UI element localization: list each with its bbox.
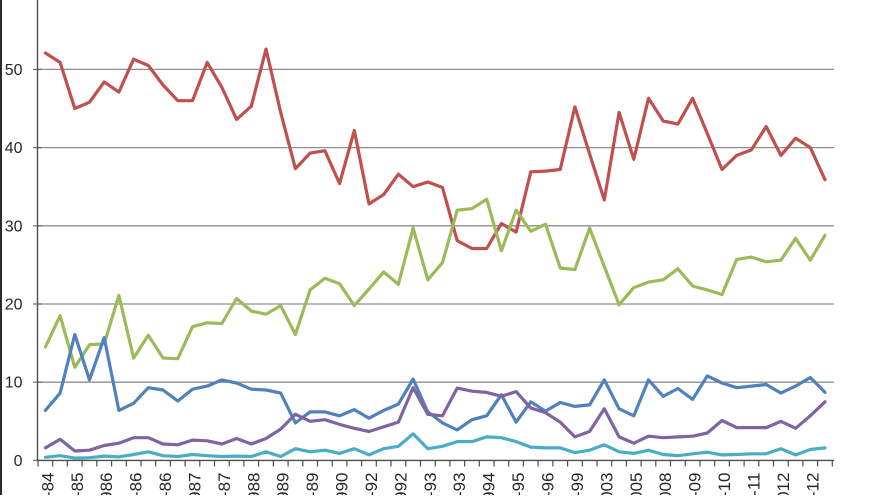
svg-text:0: 0 [14, 453, 23, 470]
svg-text:jun-99: jun-99 [568, 473, 587, 496]
svg-text:abr-2005: abr-2005 [627, 473, 646, 496]
svg-text:feb-93: feb-93 [421, 473, 440, 496]
svg-text:oct-95: oct-95 [509, 473, 528, 496]
svg-text:dic-87: dic-87 [215, 473, 234, 496]
svg-text:feb-09: feb-09 [686, 473, 705, 496]
svg-text:feb-1989: feb-1989 [274, 473, 293, 496]
svg-text:feb-96: feb-96 [539, 473, 558, 496]
svg-text:may-85: may-85 [68, 473, 87, 496]
svg-text:jun-1992: jun-1992 [391, 473, 410, 496]
svg-text:jun-11: jun-11 [744, 473, 763, 496]
svg-text:oct-12: oct-12 [803, 473, 822, 496]
svg-text:oct-89: oct-89 [303, 473, 322, 496]
svg-text:40: 40 [5, 140, 23, 157]
svg-text:jun-1987: jun-1987 [186, 473, 205, 496]
svg-text:50: 50 [5, 62, 23, 79]
svg-text:abr-2012: abr-2012 [774, 473, 793, 496]
svg-text:20: 20 [5, 297, 23, 314]
svg-text:feb-92: feb-92 [362, 473, 381, 496]
svg-text:jun-1990: jun-1990 [333, 473, 352, 496]
svg-text:oct-84: oct-84 [38, 473, 57, 496]
svg-text:jun-1994: jun-1994 [480, 473, 499, 496]
svg-text:oct-10: oct-10 [715, 473, 734, 496]
svg-text:oct-93: oct-93 [450, 473, 469, 496]
svg-text:jun-2008: jun-2008 [656, 473, 675, 496]
svg-text:10: 10 [5, 375, 23, 392]
svg-text:feb-1986: feb-1986 [97, 473, 116, 496]
svg-text:dic-86: dic-86 [156, 473, 175, 496]
svg-text:oct-2003: oct-2003 [597, 473, 616, 496]
svg-text:jun-1988: jun-1988 [244, 473, 263, 496]
svg-text:jul-86: jul-86 [127, 473, 146, 496]
svg-text:30: 30 [5, 218, 23, 235]
